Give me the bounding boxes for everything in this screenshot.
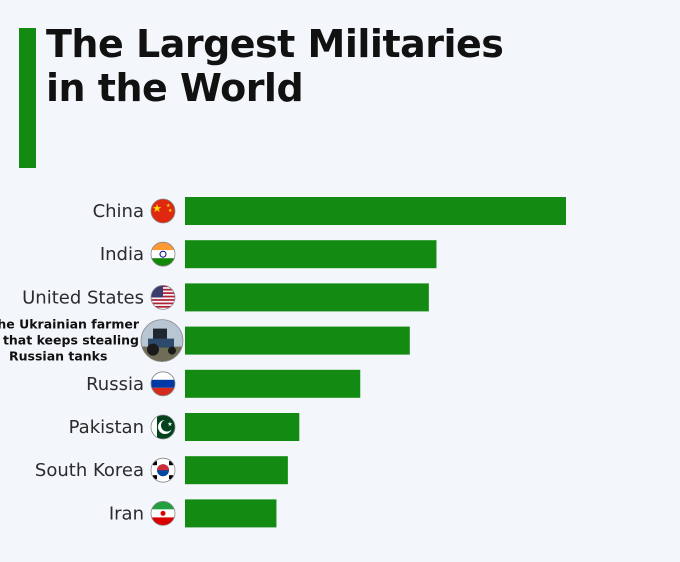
category-label: South Korea xyxy=(35,460,144,481)
svg-text:★: ★ xyxy=(166,203,171,209)
category-label: The Ukrainian farmer xyxy=(0,317,140,332)
india-flag-icon xyxy=(150,241,176,267)
category-label: India xyxy=(100,244,144,265)
category-label: China xyxy=(93,201,144,222)
category-label: Iran xyxy=(109,503,144,524)
svg-text:★: ★ xyxy=(168,208,173,214)
title-accent-bar xyxy=(19,28,36,168)
bar xyxy=(185,413,300,441)
svg-text:★: ★ xyxy=(167,421,172,428)
svg-text:★: ★ xyxy=(152,202,162,215)
bar xyxy=(185,499,277,528)
bar xyxy=(185,369,361,398)
russia-flag-icon xyxy=(150,371,176,397)
bar xyxy=(185,283,429,312)
bar xyxy=(185,456,288,485)
category-label: Russian tanks xyxy=(9,349,107,364)
title-line-2: in the World xyxy=(46,66,304,110)
title-line-1: The Largest Militaries xyxy=(46,22,504,66)
south-korea-flag-icon xyxy=(150,457,176,483)
bar xyxy=(185,240,437,269)
category-label: that keeps stealing xyxy=(3,333,139,348)
category-label: United States xyxy=(22,287,144,308)
china-flag-icon: ★ ★★ xyxy=(150,198,176,224)
farmer-tractor-photo-icon xyxy=(140,319,184,363)
category-label: Pakistan xyxy=(69,417,144,438)
bar xyxy=(185,197,566,225)
iran-flag-icon xyxy=(150,501,176,526)
category-label: Russia xyxy=(86,374,144,395)
bar xyxy=(185,326,410,355)
page-title: The Largest Militaries in the World xyxy=(46,22,504,110)
pakistan-flag-icon: ★ xyxy=(150,414,176,440)
usa-flag-icon xyxy=(150,284,176,310)
